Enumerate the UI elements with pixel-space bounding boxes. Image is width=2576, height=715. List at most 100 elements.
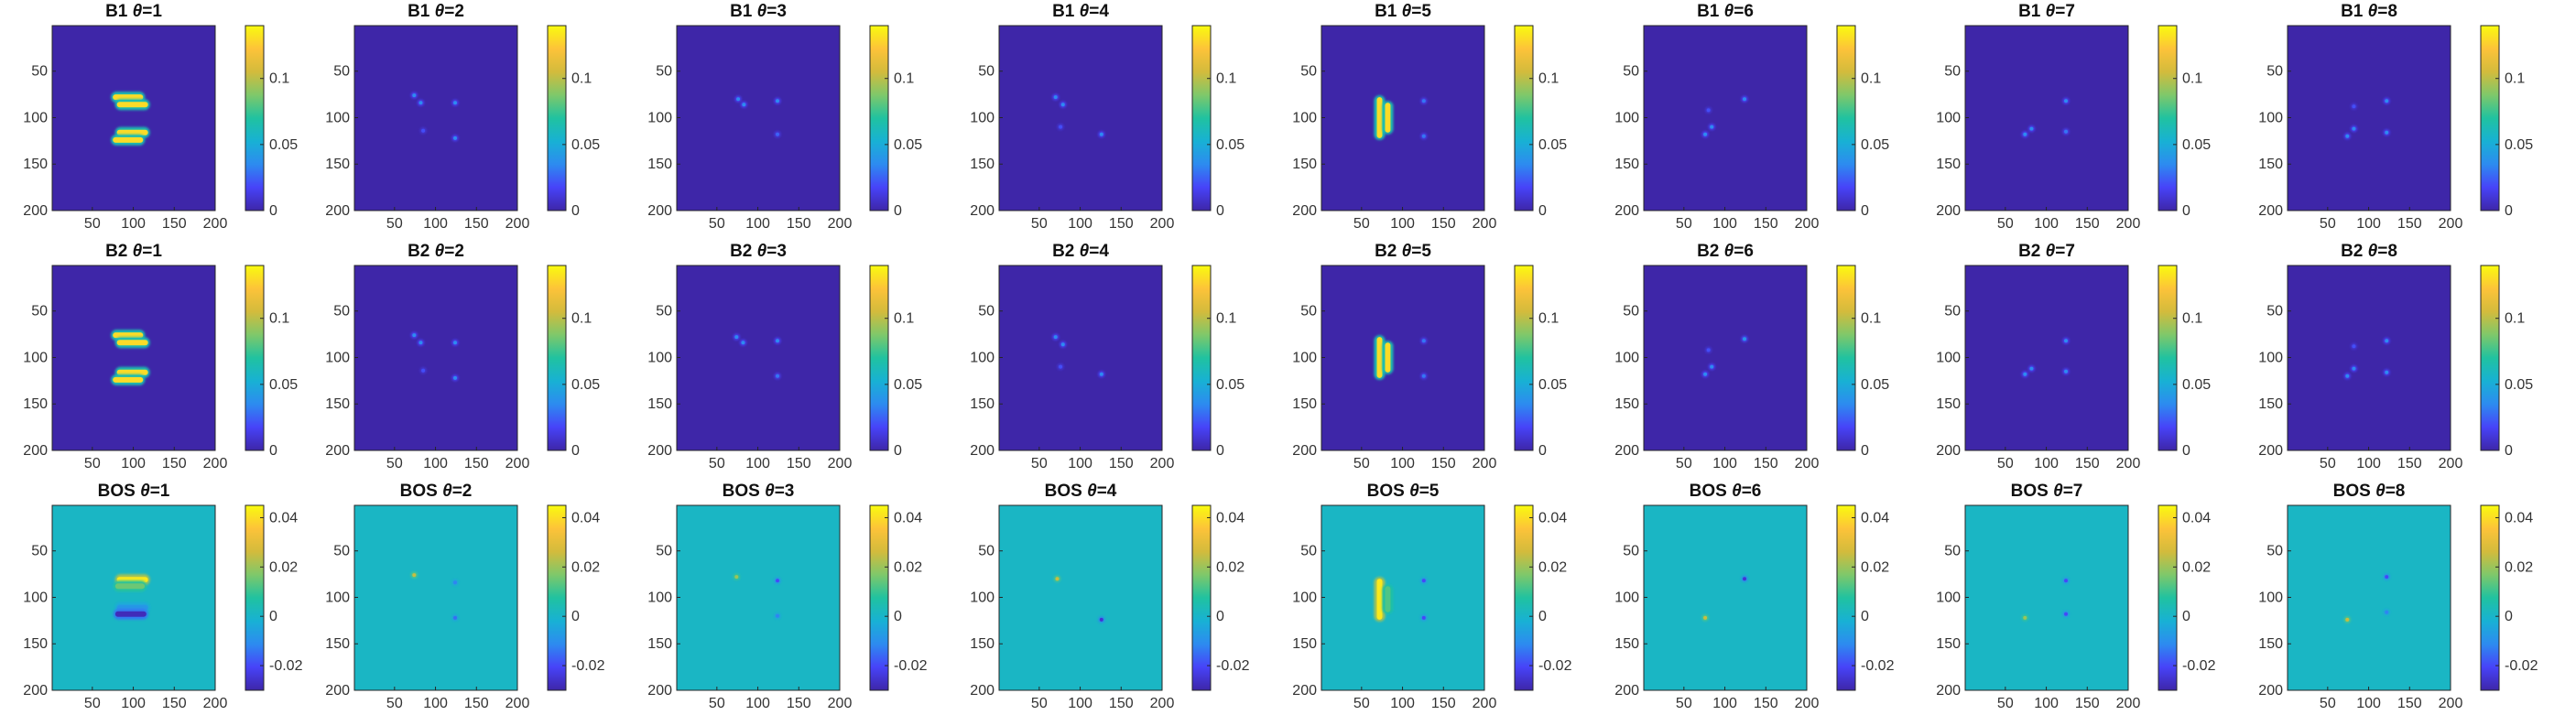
panel-title: B1 θ=2 [408,2,464,21]
y-tick-label: 150 [1614,157,1639,172]
x-tick-label: 150 [464,456,489,471]
colorbar-tick-label: 0.05 [571,137,600,153]
colorbar-tick-label: 0.02 [2182,559,2211,575]
y-tick-label: 100 [2258,350,2283,365]
heatmap-dot [1099,617,1103,622]
heatmap-bar [113,94,144,101]
x-tick-label: 100 [423,216,448,232]
theta-symbol: θ [1732,482,1742,501]
heatmap-dot [734,335,739,340]
panel-title-prefix: B2 [2018,242,2046,261]
heatmap-features [1701,575,1748,622]
colorbar [547,265,567,451]
heatmap-dot [2023,132,2027,136]
heatmap-dot [1710,125,1714,129]
heatmap-background [52,265,215,450]
panel-title: BOS θ=5 [1367,482,1440,501]
panel-title-prefix: B2 [105,242,133,261]
colorbar-tick-label: 0.04 [571,510,600,525]
theta-symbol: θ [1409,482,1419,501]
colorbar-tick-label: 0.1 [269,311,289,327]
heatmap-bar [1376,97,1383,138]
x-tick-label: 200 [828,216,853,232]
panel-b1-theta-3: B1 θ=3 50 100 150 200 50 100 150 200 0 0.05 0.1 [647,2,922,232]
colorbar-tick-label: 0 [269,203,277,219]
panel-title-value: =3 [766,242,787,261]
y-tick-label: 50 [978,304,995,320]
heatmap-background [52,26,215,211]
panel-title-prefix: BOS [1690,482,1732,501]
x-tick-label: 200 [505,456,530,471]
panel-b1-theta-8: B1 θ=8 50 100 150 200 50 100 150 200 0 0.05 0.1 [2258,2,2533,232]
colorbar [1514,25,1534,211]
heatmap-bar [116,102,148,108]
heatmap-dot [776,374,780,378]
heatmap-bar [116,129,148,135]
y-tick-label: 200 [1614,443,1639,459]
colorbar [1191,25,1212,211]
heatmap-dot [421,128,426,133]
x-tick-label: 50 [2320,456,2336,471]
panel-title-value: =7 [2055,242,2075,261]
y-tick-label: 50 [31,64,48,80]
y-tick-label: 200 [1936,683,1961,699]
panel-title-value: =3 [775,482,795,501]
heatmap-bar [113,136,144,143]
y-tick-label: 200 [325,443,350,459]
heatmap-background [677,265,840,450]
x-tick-label: 150 [2397,456,2422,471]
heatmap-background [2288,265,2451,450]
colorbar-tick-label: 0.1 [1861,311,1881,327]
panel-title: B2 θ=4 [1052,242,1109,261]
colorbar [2158,25,2178,211]
y-tick-label: 150 [647,396,672,412]
heatmap-bar [114,611,147,617]
y-tick-label: 200 [23,443,48,459]
panel-title: B1 θ=5 [1375,2,1431,21]
panel-title: B1 θ=8 [2341,2,2397,21]
colorbar-tick-label: -0.02 [269,658,303,674]
panel-title-value: =8 [2377,2,2397,21]
x-tick-label: 50 [2320,696,2336,711]
panel-title-value: =5 [1419,482,1440,501]
heatmap-dot [1059,364,1063,369]
x-tick-label: 200 [2116,696,2141,711]
colorbar-tick-label: 0.05 [571,377,600,393]
colorbar-tick-label: 0.05 [1538,377,1567,393]
y-tick-label: 200 [970,443,995,459]
heatmap-dot [1706,108,1711,113]
panel-bos-theta-4: BOS θ=4 50 100 150 200 50 100 150 200 -0.02 0 0.02 0… [970,482,1249,711]
theta-symbol: θ [435,242,445,261]
colorbar [2158,265,2178,451]
x-tick-label: 100 [2356,696,2381,711]
panel-title-prefix: B2 [1052,242,1080,261]
panel-title: BOS θ=8 [2333,482,2406,501]
y-tick-label: 100 [1614,350,1639,365]
theta-symbol: θ [2368,2,2378,21]
y-tick-label: 150 [23,157,48,172]
y-tick-label: 100 [970,590,995,605]
panel-title-prefix: B1 [408,2,435,21]
heatmap-dot [1059,125,1063,129]
colorbar [1836,25,1856,211]
y-tick-label: 100 [970,350,995,365]
theta-symbol: θ [1080,2,1090,21]
colorbar-tick-label: 0.1 [894,311,914,327]
colorbar-tick-label: 0.05 [894,377,922,393]
y-tick-label: 100 [1292,350,1317,365]
heatmap-dot [1421,134,1426,138]
x-tick-label: 200 [828,696,853,711]
colorbar [245,265,265,451]
panel-title-prefix: B1 [105,2,133,21]
x-tick-label: 50 [386,216,403,232]
x-tick-label: 50 [84,696,101,711]
theta-symbol: θ [1724,2,1734,21]
heatmap-dot [2352,126,2356,131]
colorbar [1514,504,1534,691]
y-tick-label: 150 [970,157,995,172]
y-tick-label: 200 [2258,683,2283,699]
x-tick-label: 200 [2439,216,2463,232]
colorbar-tick-label: 0 [2182,609,2190,624]
x-tick-label: 50 [386,696,403,711]
y-tick-label: 50 [1944,304,1961,320]
